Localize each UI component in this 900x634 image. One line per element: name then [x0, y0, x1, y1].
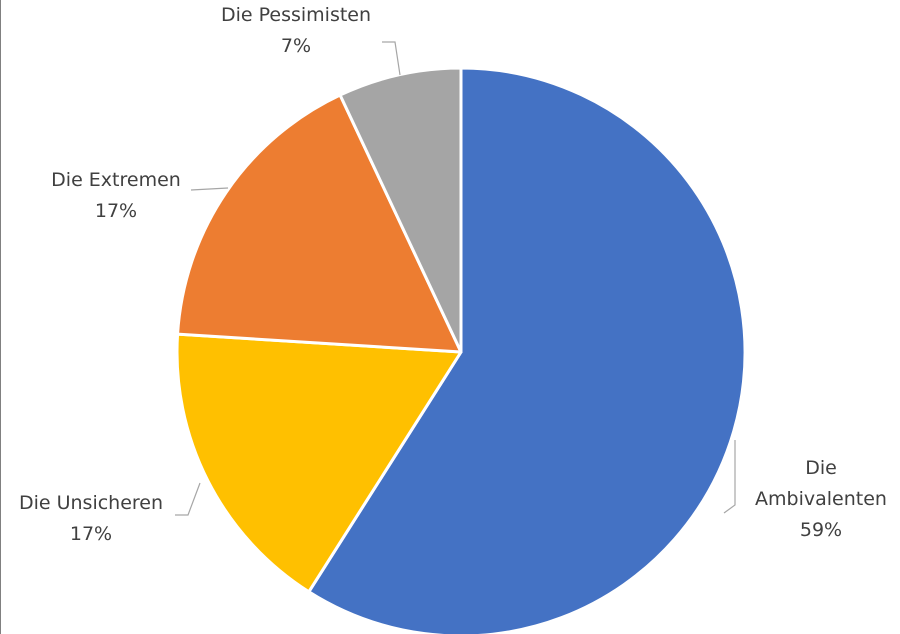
leader-line-die-ambivalenten [723, 440, 736, 514]
data-label-name: Die Unsicheren [19, 492, 163, 514]
data-label-name: Die Pessimisten [221, 4, 371, 26]
data-labels: Die Ambivalenten 59%Die Unsicheren 17%Die E… [19, 4, 887, 545]
data-label-value: 17% [95, 200, 137, 222]
data-label-name: Ambivalenten [755, 488, 887, 510]
pie-slice-die-pessimisten [338, 66, 463, 354]
leader-line-die-unsicheren [175, 482, 201, 516]
data-label-name: Die [805, 457, 837, 479]
pie-slice-die-ambivalenten [307, 66, 747, 634]
leader-line-die-extremen [190, 187, 229, 191]
pie-slice-die-extremen [176, 93, 463, 354]
data-label-die-pessimisten: Die Pessimisten 7% [221, 4, 371, 57]
data-label-name: Die Extremen [51, 169, 181, 191]
data-label-die-unsicheren: Die Unsicheren 17% [19, 492, 163, 545]
leader-line-die-pessimisten [382, 41, 401, 76]
data-label-die-extremen: Die Extremen 17% [51, 169, 181, 222]
pie-slice-die-unsicheren [175, 332, 463, 594]
pie-slices [175, 66, 747, 634]
data-label-die-ambivalenten: Die Ambivalenten 59% [755, 457, 887, 541]
data-label-value: 7% [281, 35, 311, 57]
data-label-value: 17% [70, 523, 112, 545]
data-label-value: 59% [800, 519, 842, 541]
leader-lines [175, 41, 736, 516]
